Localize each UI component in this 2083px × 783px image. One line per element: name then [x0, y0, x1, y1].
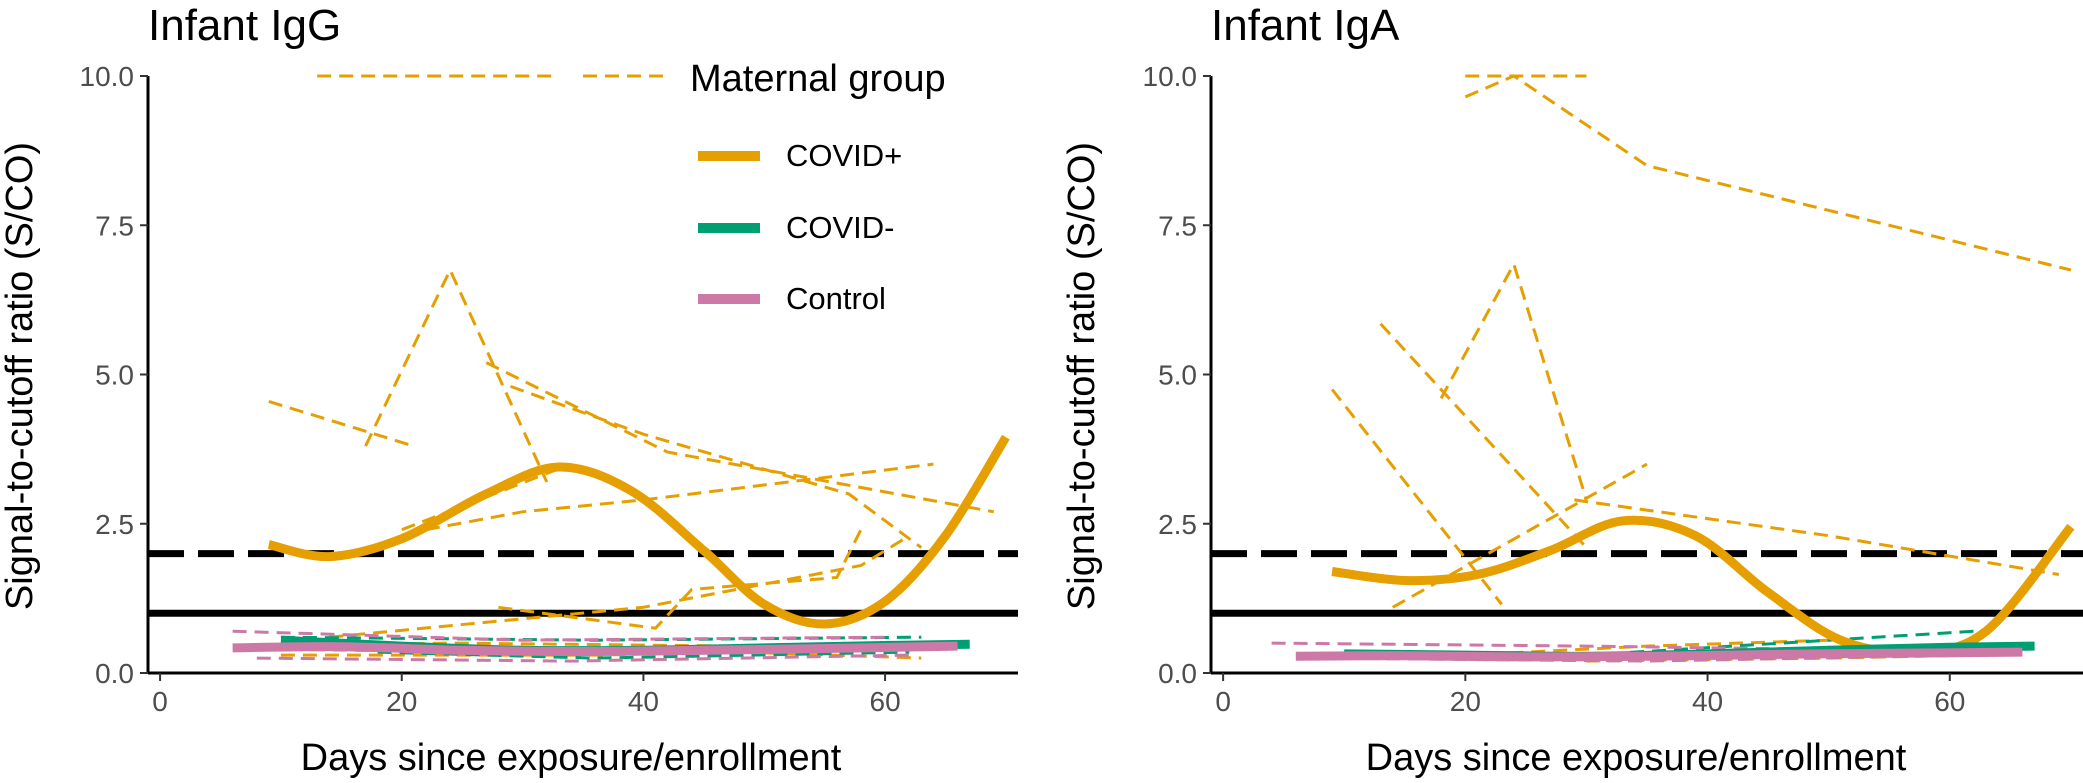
individual-line-covid-pos: [425, 462, 934, 532]
x-tick-label: 60: [1934, 686, 1965, 717]
y-tick-label: 7.5: [95, 210, 134, 241]
y-tick-label: 0.0: [95, 658, 134, 689]
individual-line-covid-neg: [280, 635, 922, 642]
individual-line-covid-pos: [1464, 74, 2072, 272]
panel-title: Infant IgG: [148, 1, 341, 50]
panel-infant-igg: Infant IgG Signal-to-cutoff ratio (S/CO)…: [0, 1, 1018, 779]
individual-line-covid-pos: [485, 361, 995, 514]
individual-line-covid-pos: [364, 266, 549, 483]
individual-line-covid-pos: [1379, 322, 1588, 549]
smooth-line-covid-pos: [267, 434, 1010, 629]
x-axis-label: Days since exposure/enrollment: [1366, 737, 1907, 779]
y-tick-label: 10.0: [1143, 61, 1198, 92]
x-tick-label: 60: [870, 686, 901, 717]
smooth-line-control: [1295, 647, 2023, 662]
legend-label-covid-neg: COVID-: [786, 210, 895, 245]
y-tick-label: 7.5: [1158, 210, 1197, 241]
y-tick-label: 5.0: [95, 360, 134, 391]
y-tick-label: 2.5: [95, 509, 134, 540]
individual-line-control: [232, 629, 886, 642]
y-tick-label: 2.5: [1158, 509, 1197, 540]
x-tick-label: 20: [386, 686, 417, 717]
legend: Maternal group COVID+ COVID- Control: [690, 58, 946, 316]
smooth-line-control: [232, 641, 958, 657]
individual-line-covid-pos: [498, 529, 863, 630]
panel-title: Infant IgA: [1211, 1, 1400, 50]
individual-line-covid-pos: [509, 384, 923, 549]
individual-line-covid-pos: [1330, 388, 1503, 606]
y-axis-label: Signal-to-cutoff ratio (S/CO): [0, 142, 41, 610]
x-axis-label: Days since exposure/enrollment: [301, 737, 842, 779]
individual-line-covid-pos: [1574, 498, 2060, 576]
individual-line-covid-pos: [329, 534, 911, 639]
y-tick-label: 5.0: [1158, 360, 1197, 391]
individual-line-control: [256, 653, 910, 663]
legend-label-covid-pos: COVID+: [786, 138, 902, 173]
y-tick-label: 10.0: [80, 61, 135, 92]
individual-line-covid-pos: [1391, 462, 1648, 609]
legend-label-control: Control: [786, 281, 886, 316]
y-axis-label: Signal-to-cutoff ratio (S/CO): [1061, 142, 1103, 610]
legend-title: Maternal group: [690, 58, 946, 100]
x-tick-label: 40: [628, 686, 659, 717]
panel-infant-iga: Infant IgA Signal-to-cutoff ratio (S/CO)…: [1061, 1, 2083, 779]
x-tick-label: 0: [152, 686, 168, 717]
y-tick-label: 0.0: [1158, 658, 1197, 689]
individual-line-covid-pos: [1439, 260, 1588, 501]
x-tick-label: 0: [1215, 686, 1231, 717]
individual-line-covid-pos: [268, 399, 415, 448]
x-tick-label: 40: [1692, 686, 1723, 717]
x-tick-label: 20: [1450, 686, 1481, 717]
